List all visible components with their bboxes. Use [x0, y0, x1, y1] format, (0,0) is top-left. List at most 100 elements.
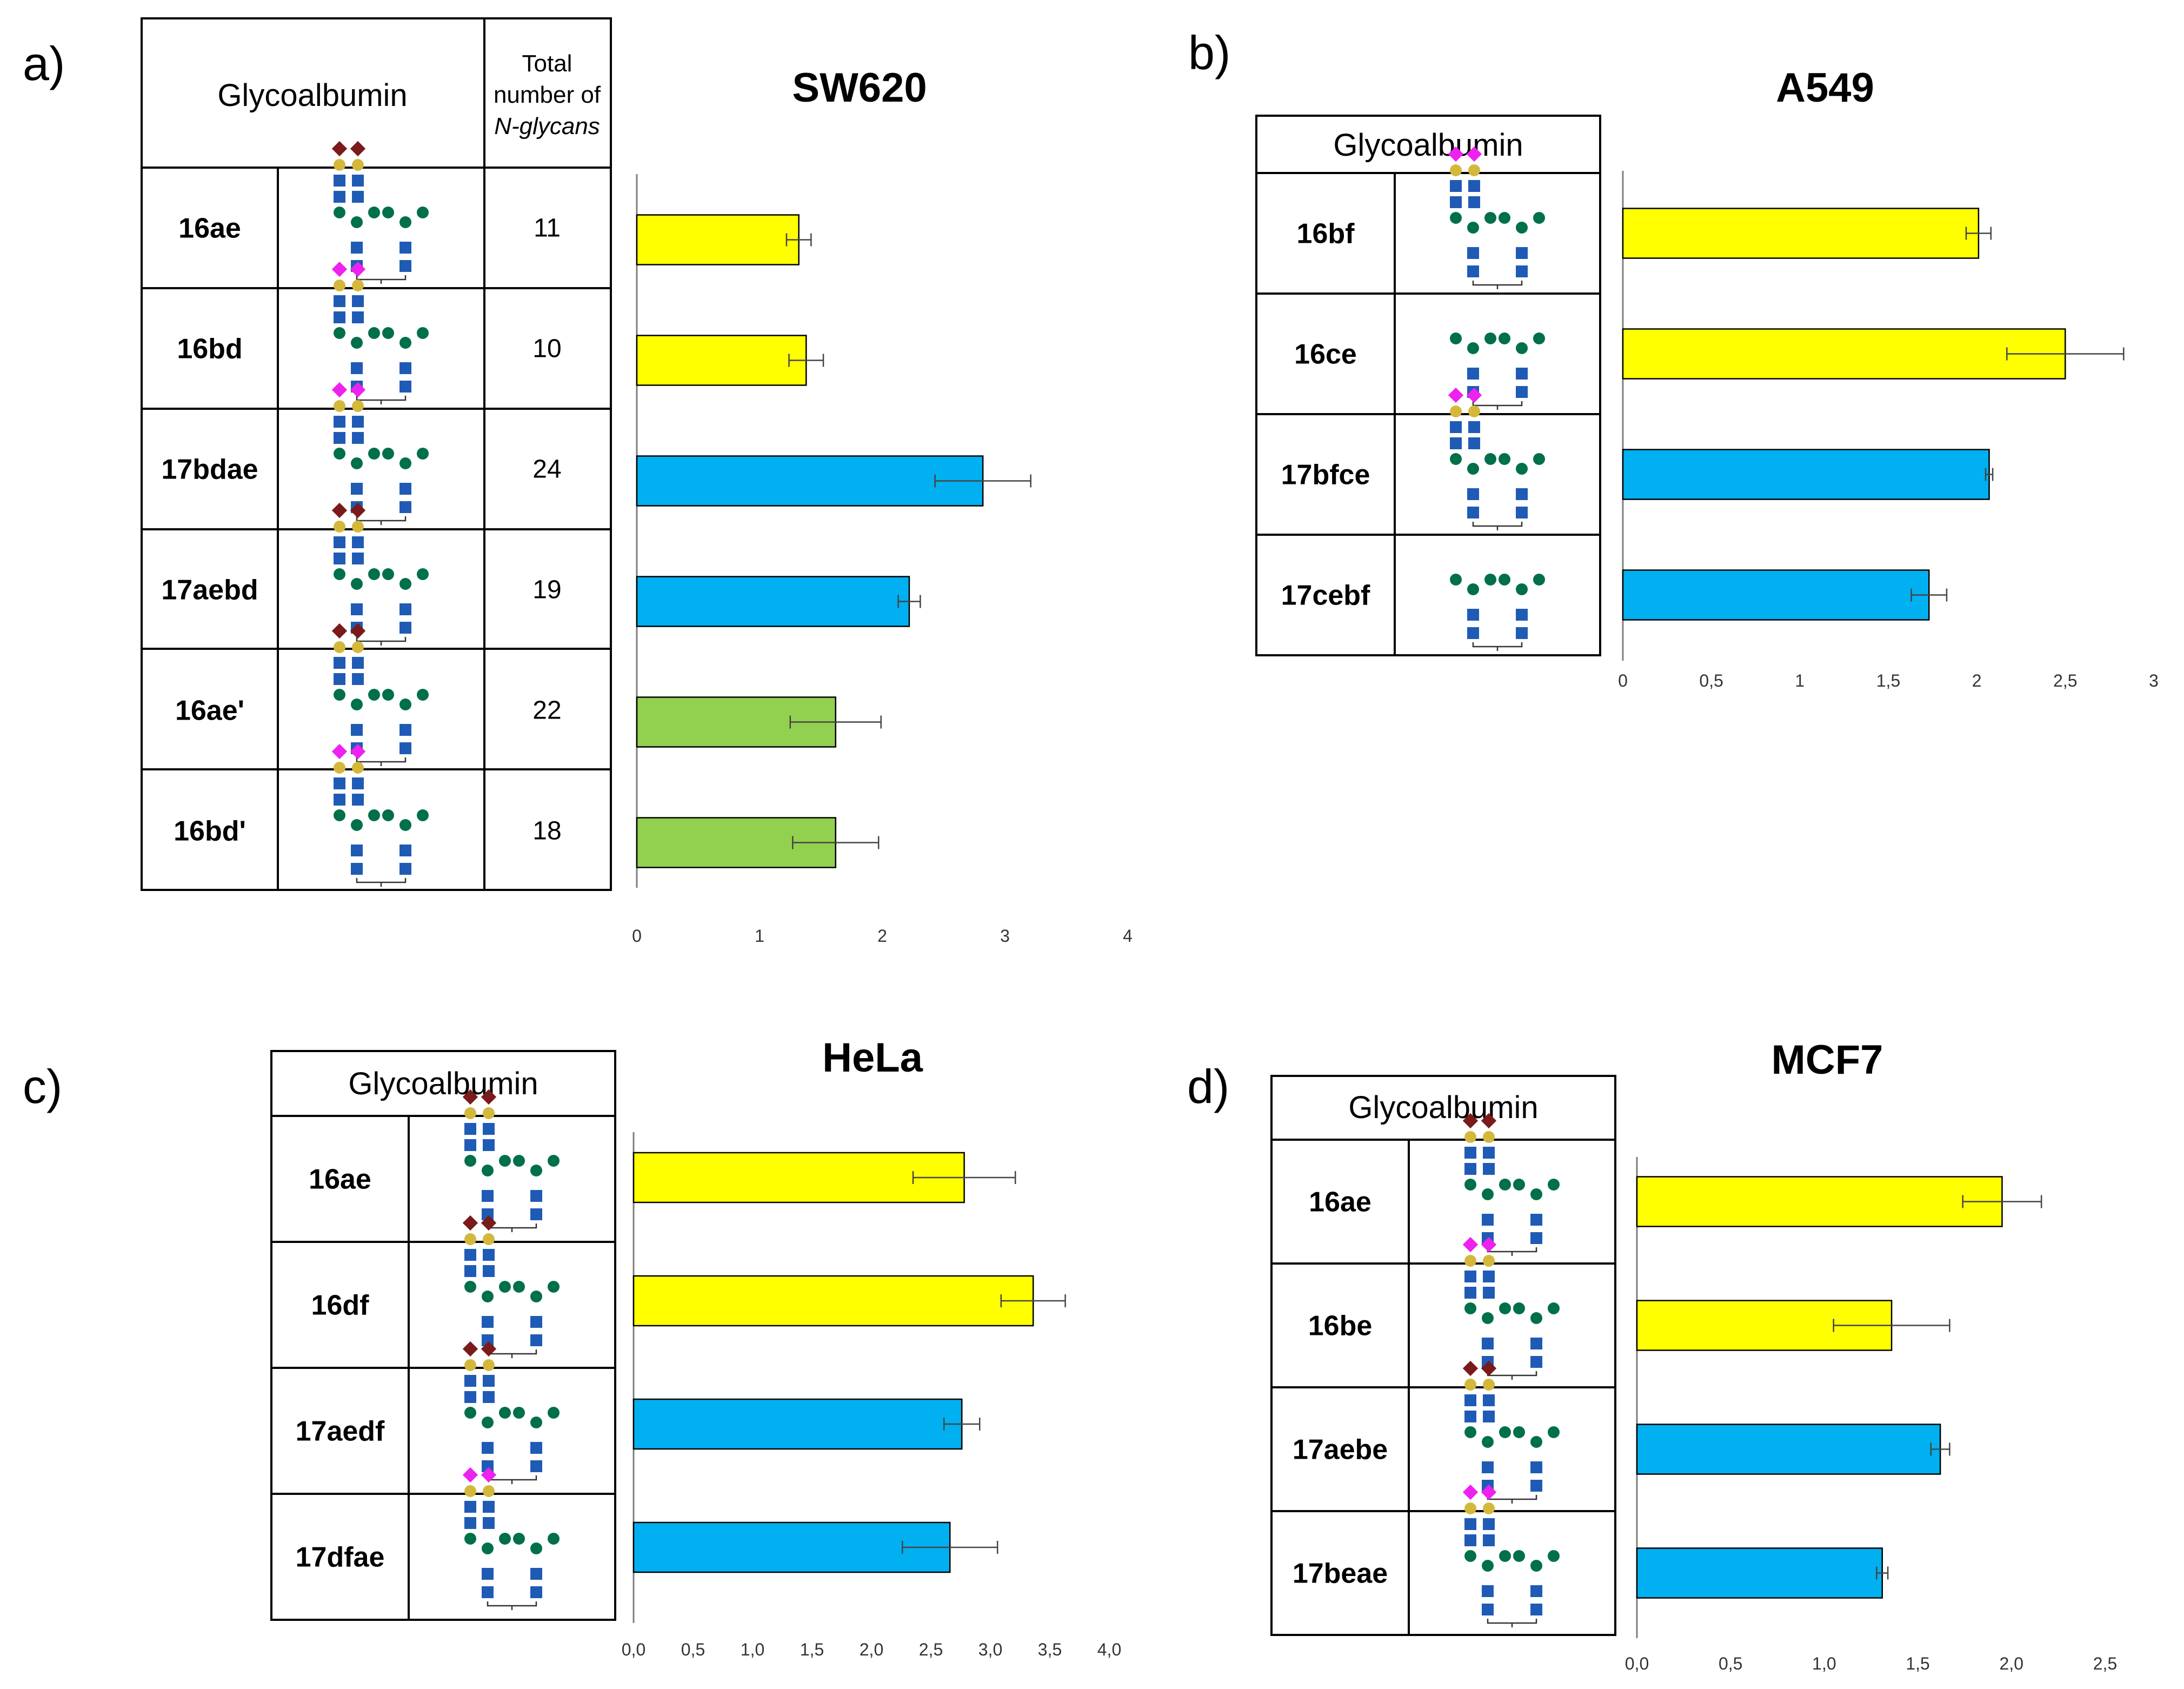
- x-tick-label: 3,0: [978, 1640, 1002, 1659]
- panel-label-d: d): [1187, 1060, 1229, 1113]
- row-label-16ae: 16ae: [178, 213, 241, 244]
- chart-mcf7: 0,0 0,5 1,0 1,5 2,0 2,5: [1625, 1157, 2117, 1673]
- chart-title-sw620: SW620: [792, 65, 927, 111]
- glycan-structure-icon: [1450, 574, 1545, 651]
- glycan-structure-icon: [1462, 1360, 1560, 1504]
- x-tick-label: 1,5: [800, 1640, 824, 1659]
- chart-title-mcf7: MCF7: [1772, 1037, 1883, 1083]
- chart-title-hela: HeLa: [822, 1035, 923, 1081]
- x-tick-label: 2,0: [2000, 1654, 2023, 1673]
- bar-17dfae: [632, 1521, 951, 1573]
- x-tick-label: 0,5: [681, 1640, 705, 1659]
- bar-16df: [632, 1275, 1034, 1327]
- x-tick-label: 2: [877, 926, 887, 946]
- bar-17bfce: [1622, 449, 1990, 500]
- bar-17aebe: [1636, 1424, 1941, 1475]
- table-a: [141, 17, 612, 891]
- row-label-16df: 16df: [311, 1290, 370, 1321]
- glycan-structure-icon: [462, 1215, 560, 1358]
- glycan-count: 11: [534, 214, 561, 243]
- glycan-structure-icon: [331, 623, 429, 766]
- glycan-structure-icon: [1450, 333, 1545, 410]
- row-label-16bf: 16bf: [1297, 218, 1355, 250]
- x-tick-label: 2,5: [919, 1640, 943, 1659]
- table-d: [1270, 1075, 1616, 1636]
- bar-16ae: [636, 214, 800, 265]
- glycan-structure-icon: [331, 141, 429, 284]
- x-tick-label: 1,5: [1906, 1654, 1929, 1673]
- glycan-structure-icon: [462, 1089, 560, 1232]
- glycan-structure-icon: [462, 1467, 560, 1610]
- glycan-structure-icon: [1448, 387, 1545, 530]
- x-tick-label: 3,5: [1038, 1640, 1062, 1659]
- x-tick-label: 3: [1000, 926, 1010, 946]
- x-tick-label: 0: [632, 926, 642, 946]
- bar-17aedf: [632, 1398, 963, 1450]
- bar-17beae: [1636, 1547, 1883, 1599]
- x-tick-label: 0,0: [1625, 1654, 1649, 1673]
- x-tick-label: 0,0: [622, 1640, 645, 1659]
- x-tick-label: 2: [1972, 671, 1982, 690]
- glycan-count: 10: [532, 335, 561, 363]
- glycan-count: 22: [532, 696, 561, 725]
- glycan-count: 24: [532, 455, 561, 484]
- panel-label-a: a): [23, 37, 65, 90]
- x-tick-label: 2,5: [2093, 1654, 2117, 1673]
- x-tick-label: 1: [755, 926, 764, 946]
- chart-hela: 0,0 0,5 1,0 1,5 2,0 2,5 3,0 3,5 4,0: [622, 1132, 1121, 1659]
- x-tick-label: 1,0: [1812, 1654, 1836, 1673]
- x-tick-label: 1,5: [1876, 671, 1900, 690]
- row-label-16ae': 16ae': [175, 695, 244, 727]
- x-tick-label: 0: [1618, 671, 1628, 690]
- row-label-17cebf: 17cebf: [1281, 580, 1370, 611]
- row-label-17aebe: 17aebe: [1293, 1434, 1388, 1466]
- row-label-16ae: 16ae: [1309, 1187, 1371, 1218]
- x-tick-label: 4: [1123, 926, 1133, 946]
- bar-16ae: [1636, 1176, 2003, 1227]
- row-label-16be: 16be: [1308, 1311, 1373, 1342]
- x-tick-label: 1,0: [741, 1640, 764, 1659]
- table-header-b: Glycoalbumin: [1333, 128, 1523, 163]
- row-label-17aebd: 17aebd: [161, 575, 258, 606]
- glycan-structure-icon: [1462, 1484, 1560, 1627]
- panel-label-b: b): [1188, 26, 1230, 79]
- chart-title-a549: A549: [1776, 65, 1874, 111]
- row-label-17bdae: 17bdae: [161, 454, 258, 486]
- table-header-a: Glycoalbumin: [217, 78, 407, 113]
- row-label-17beae: 17beae: [1293, 1558, 1388, 1590]
- glycan-count: 18: [532, 817, 561, 846]
- glycan-structure-icon: [1448, 146, 1545, 289]
- x-tick-label: 4,0: [1097, 1640, 1121, 1659]
- x-tick-label: 1: [1795, 671, 1805, 690]
- bar-16bd: [636, 335, 807, 386]
- count-header-line2: number of: [494, 82, 601, 108]
- table-header-d: Glycoalbumin: [1348, 1090, 1538, 1125]
- count-header-line3: N-glycans: [494, 113, 600, 139]
- bar-17bdae: [636, 455, 984, 507]
- x-tick-label: 2,0: [860, 1640, 883, 1659]
- bar-16bf: [1622, 208, 1980, 259]
- x-tick-label: 0,5: [1699, 671, 1723, 690]
- row-label-17dfae: 17dfae: [296, 1542, 385, 1573]
- table-header-c: Glycoalbumin: [348, 1066, 538, 1101]
- row-label-17bfce: 17bfce: [1281, 460, 1370, 491]
- row-label-16bd: 16bd: [177, 334, 242, 365]
- table-b: [1255, 115, 1601, 656]
- x-tick-label: 2,5: [2053, 671, 2077, 690]
- panel-label-c: c): [23, 1060, 62, 1113]
- row-label-16ae: 16ae: [309, 1164, 371, 1195]
- glycan-structure-icon: [331, 502, 429, 646]
- row-label-16bd': 16bd': [174, 816, 246, 847]
- x-tick-label: 0,5: [1719, 1654, 1742, 1673]
- bar-16ce: [1622, 328, 2066, 380]
- glycan-structure-icon: [331, 261, 429, 404]
- glycan-structure-icon: [331, 743, 429, 887]
- count-header-line1: Total: [522, 50, 572, 77]
- chart-sw620: 0 1 2 3 4: [632, 174, 1133, 946]
- glycan-structure-icon: [331, 382, 429, 525]
- glycan-structure-icon: [1462, 1236, 1560, 1380]
- bar-17cebf: [1622, 569, 1930, 621]
- glycan-count: 19: [532, 576, 561, 604]
- row-label-16ce: 16ce: [1294, 339, 1357, 370]
